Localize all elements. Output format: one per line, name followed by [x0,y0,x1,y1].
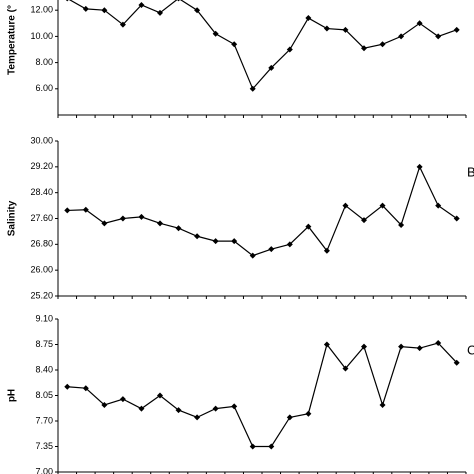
point [212,238,219,245]
point [82,385,89,392]
point [138,405,145,412]
point [453,359,460,366]
point [268,64,275,71]
point [249,443,256,450]
point [435,33,442,40]
point [379,202,386,209]
y-tick-label: 8.40 [35,364,53,374]
point [416,345,423,352]
point [175,407,182,414]
point [268,246,275,253]
y-tick-label: 8.05 [35,390,53,400]
point [398,343,405,350]
y-tick-label: 10.00 [30,31,53,41]
y-tick-label: 7.00 [35,466,53,474]
point [342,202,349,209]
point [398,33,405,40]
point [286,414,293,421]
point [194,233,201,240]
point [138,1,145,8]
line [67,165,458,257]
point [323,247,330,254]
point [323,341,330,348]
point [249,252,256,259]
point [82,206,89,213]
point [231,238,238,245]
point [194,414,201,421]
y-tick-label: 27.60 [30,213,53,223]
line [67,342,458,448]
point [157,9,163,16]
point [119,215,126,222]
point [286,241,293,248]
point [157,220,163,227]
point [212,30,219,37]
point [379,41,386,48]
point [101,220,108,227]
point [157,392,163,399]
point [65,0,69,2]
panel-label: B [467,164,474,179]
point [64,383,71,390]
y-tick-label: 6.00 [35,83,53,93]
point [305,410,312,417]
y-axis-label: Temperature (° [7,5,18,75]
point [101,401,108,408]
y-tick-label: 26.80 [30,239,53,249]
point [119,396,126,403]
point [231,403,238,410]
y-tick-label: 8.75 [35,339,53,349]
y-tick-label: 26.00 [30,265,53,275]
y-tick-label: 30.00 [30,135,53,145]
point [416,163,423,170]
point [416,20,423,27]
y-tick-label: 9.10 [35,313,53,323]
point [361,343,367,350]
y-tick-label: 29.20 [30,161,53,171]
y-tick-label: 28.40 [30,187,53,197]
point [119,21,126,28]
point [268,443,275,450]
point [361,45,367,52]
point [305,15,312,22]
point [101,7,108,14]
y-tick-label: 25.20 [30,290,53,300]
y-tick-label: 7.35 [35,441,53,451]
point [435,202,442,209]
point [138,213,145,220]
point [177,0,180,2]
point [194,7,201,14]
point [231,41,238,48]
point [323,25,330,32]
point [379,401,386,408]
point [175,225,182,232]
point [342,365,349,372]
point [361,217,367,224]
point [249,85,256,92]
point [342,26,349,33]
line [68,0,457,90]
point [435,340,442,347]
point [305,223,312,230]
point [286,46,293,53]
panel-label: C [467,342,474,357]
point [453,26,460,33]
point [398,221,405,228]
y-tick-label: 8.00 [35,57,53,67]
point [212,405,219,412]
point [82,5,89,12]
y-tick-label: 7.70 [35,415,53,425]
point [64,207,71,214]
point [453,215,460,222]
y-tick-label: 12.00 [30,5,53,15]
y-axis-label: pH [7,389,18,402]
y-axis-label: Salinity [7,200,18,236]
